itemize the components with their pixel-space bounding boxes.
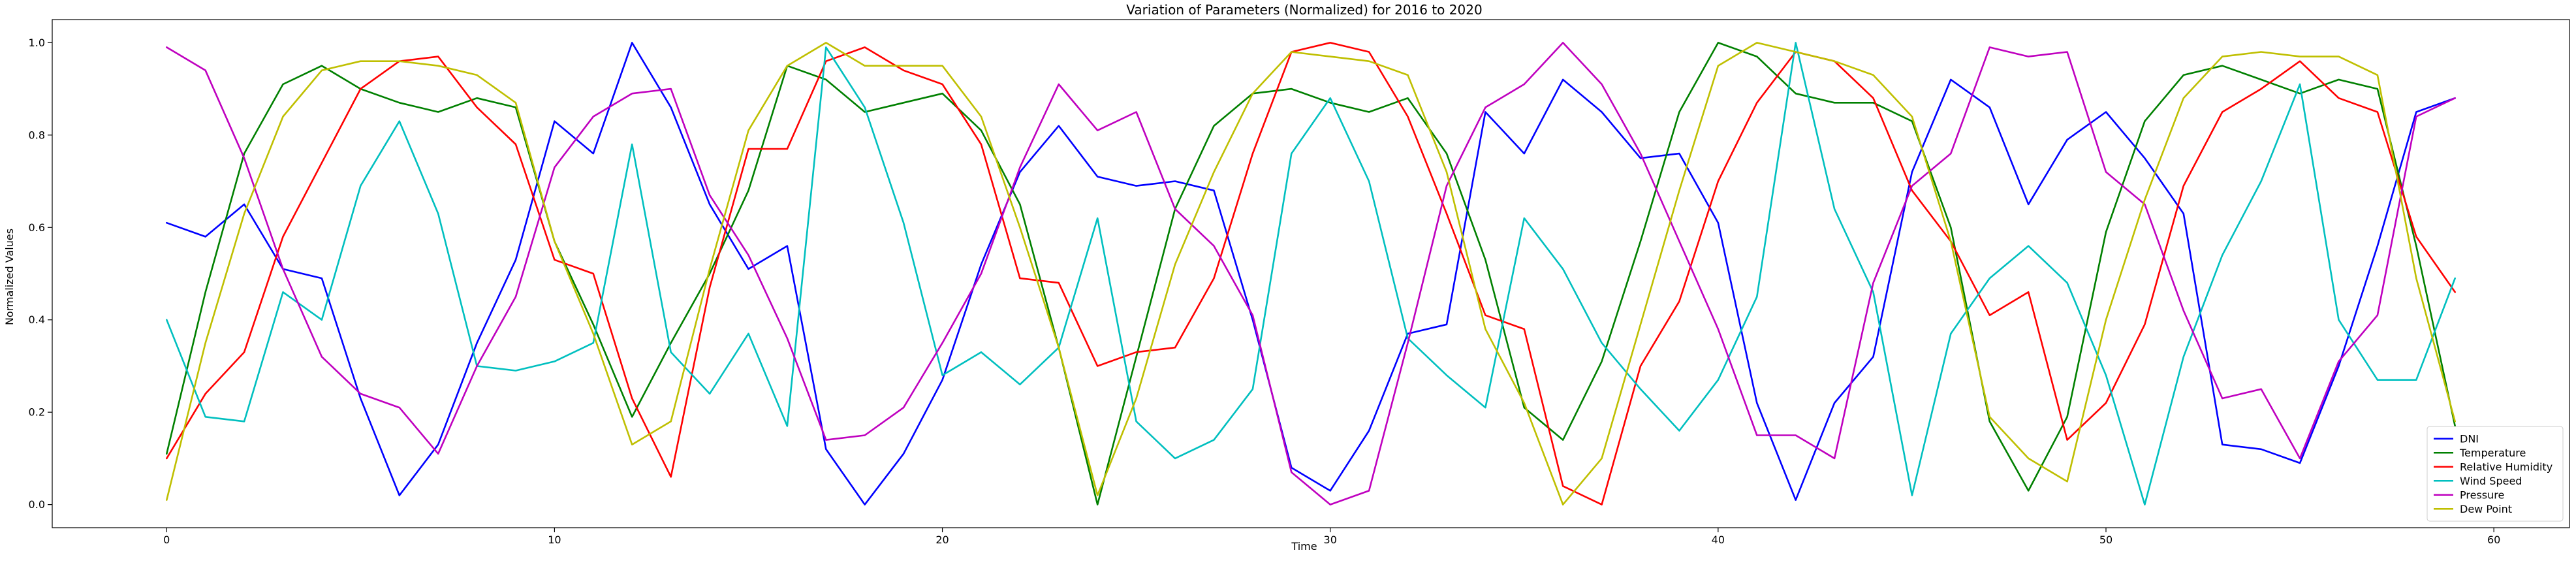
series-line-dni (166, 42, 2456, 505)
y-tick-label: 0.4 (29, 313, 45, 326)
legend-box (2427, 426, 2564, 522)
legend-label-dni: DNI (2460, 432, 2479, 445)
chart-title: Variation of Parameters (Normalized) for… (1126, 2, 1482, 18)
y-tick-label: 0.6 (29, 221, 45, 234)
x-tick-label: 0 (163, 534, 170, 546)
plot-frame (52, 19, 2570, 528)
x-tick-label: 30 (1324, 534, 1337, 546)
legend-label-pressure: Pressure (2460, 489, 2504, 501)
plot-area: 0 10 20 30 40 50 60 0.0 0.2 0.4 0.6 0.8 1.0 (29, 19, 2570, 546)
series-line-relative-humidity (166, 42, 2456, 505)
x-tick-label: 50 (2099, 534, 2113, 546)
y-tick-label: 0.2 (29, 406, 45, 419)
legend-label-wind-speed: Wind Speed (2460, 475, 2522, 487)
y-axis-title: Normalized Values (3, 229, 16, 325)
x-tick-label: 20 (935, 534, 949, 546)
series-line-wind-speed (166, 42, 2456, 505)
x-tick-label: 10 (548, 534, 561, 546)
series-line-pressure (166, 42, 2456, 505)
legend-label-dew-point: Dew Point (2460, 503, 2512, 515)
x-axis-title: Time (1291, 540, 1317, 553)
y-tick-label: 0.8 (29, 129, 45, 141)
x-tick-label: 40 (1712, 534, 1725, 546)
y-tick-label: 0.0 (29, 498, 45, 511)
y-tick-label: 1.0 (29, 37, 45, 49)
series-line-dew-point (166, 42, 2456, 505)
legend-label-relative-humidity: Relative Humidity (2460, 460, 2552, 473)
legend-label-temperature: Temperature (2459, 447, 2526, 459)
x-tick-label: 60 (2487, 534, 2500, 546)
